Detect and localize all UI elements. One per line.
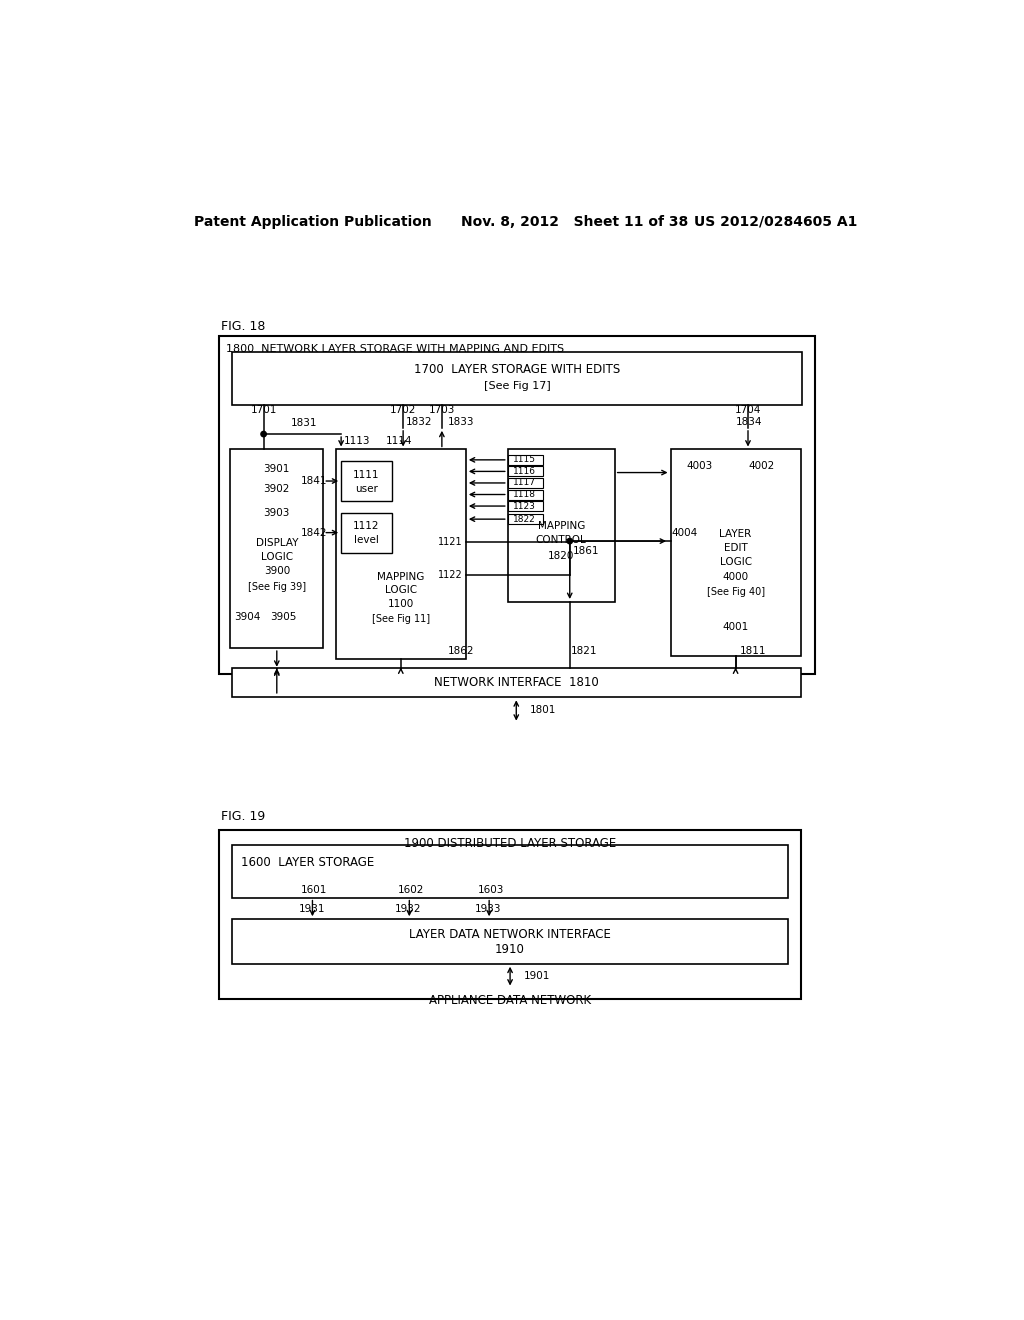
Text: APPLIANCE DATA NETWORK: APPLIANCE DATA NETWORK [429, 994, 591, 1007]
Circle shape [567, 539, 572, 544]
Text: 1602: 1602 [397, 884, 424, 895]
Text: 1116: 1116 [513, 467, 537, 477]
Circle shape [261, 432, 266, 437]
Text: 3905: 3905 [269, 612, 296, 622]
Bar [231, 919, 788, 964]
Text: 1603: 1603 [477, 884, 504, 895]
Text: 1704: 1704 [735, 405, 761, 416]
Text: [See Fig 39]: [See Fig 39] [248, 582, 306, 591]
Bar [219, 335, 815, 675]
Text: 1123: 1123 [513, 502, 537, 511]
Text: MAPPING: MAPPING [538, 521, 585, 532]
Text: 1841: 1841 [301, 477, 328, 486]
Text: EDIT: EDIT [724, 543, 748, 553]
Text: 1842: 1842 [301, 528, 328, 537]
Text: 1111: 1111 [353, 470, 380, 480]
Text: 1118: 1118 [513, 490, 537, 499]
Text: 3901: 3901 [263, 463, 290, 474]
Bar [508, 478, 543, 488]
Bar [508, 466, 543, 477]
Text: LOGIC: LOGIC [720, 557, 752, 566]
Text: 1115: 1115 [513, 455, 537, 465]
Text: 1834: 1834 [735, 417, 762, 426]
Bar [341, 461, 391, 502]
Text: Patent Application Publication: Patent Application Publication [194, 215, 432, 228]
Text: 1117: 1117 [513, 478, 537, 487]
Text: 1833: 1833 [449, 417, 474, 426]
Text: 1932: 1932 [395, 904, 422, 915]
Text: level: level [354, 536, 379, 545]
Text: 4003: 4003 [687, 462, 713, 471]
Text: FIG. 19: FIG. 19 [221, 810, 265, 824]
Text: 1931: 1931 [298, 904, 325, 915]
Text: 1800  NETWORK LAYER STORAGE WITH MAPPING AND EDITS: 1800 NETWORK LAYER STORAGE WITH MAPPING … [225, 343, 564, 354]
Text: 4002: 4002 [749, 462, 775, 471]
Bar [508, 490, 543, 499]
Text: 1822: 1822 [513, 515, 537, 524]
Text: 1113: 1113 [344, 436, 371, 446]
Bar [336, 450, 466, 659]
Text: LAYER: LAYER [720, 529, 752, 539]
Bar [508, 502, 543, 511]
Bar [230, 450, 324, 648]
Text: 4004: 4004 [672, 528, 697, 537]
Text: [See Fig 40]: [See Fig 40] [707, 587, 765, 597]
Text: 1601: 1601 [301, 884, 328, 895]
Text: 1122: 1122 [438, 570, 463, 579]
Bar [231, 668, 801, 697]
Text: FIG. 18: FIG. 18 [221, 319, 265, 333]
Text: 1112: 1112 [353, 521, 380, 532]
Text: 1121: 1121 [438, 537, 463, 546]
Text: LOGIC: LOGIC [385, 585, 417, 595]
Bar [231, 352, 802, 405]
Bar [671, 450, 801, 656]
Text: LAYER DATA NETWORK INTERFACE: LAYER DATA NETWORK INTERFACE [410, 928, 611, 941]
Text: 1910: 1910 [496, 944, 525, 957]
Text: 1832: 1832 [406, 417, 432, 426]
Bar [508, 449, 614, 602]
Text: LOGIC: LOGIC [261, 552, 293, 562]
Text: 1600  LAYER STORAGE: 1600 LAYER STORAGE [241, 855, 375, 869]
Text: 4000: 4000 [723, 573, 749, 582]
Text: 1811: 1811 [739, 647, 766, 656]
Bar [219, 830, 801, 999]
Text: US 2012/0284605 A1: US 2012/0284605 A1 [693, 215, 857, 228]
Text: 1703: 1703 [429, 405, 455, 416]
Text: 1100: 1100 [388, 599, 414, 610]
Text: user: user [355, 483, 378, 494]
Text: DISPLAY: DISPLAY [256, 539, 298, 548]
Text: 1900 DISTRIBUTED LAYER STORAGE: 1900 DISTRIBUTED LAYER STORAGE [403, 837, 616, 850]
Bar [341, 512, 391, 553]
Text: [See Fig 17]: [See Fig 17] [483, 381, 551, 391]
Text: 4001: 4001 [723, 622, 749, 631]
Text: MAPPING: MAPPING [377, 572, 425, 582]
Text: [See Fig 11]: [See Fig 11] [372, 614, 430, 624]
Text: 1901: 1901 [524, 972, 551, 981]
Text: 1821: 1821 [571, 647, 598, 656]
Text: 3900: 3900 [263, 566, 290, 576]
Text: 1700  LAYER STORAGE WITH EDITS: 1700 LAYER STORAGE WITH EDITS [414, 363, 621, 376]
Text: 1114: 1114 [386, 436, 413, 446]
Text: 1861: 1861 [572, 546, 599, 556]
Text: 3904: 3904 [234, 612, 260, 622]
Text: Nov. 8, 2012   Sheet 11 of 38: Nov. 8, 2012 Sheet 11 of 38 [461, 215, 688, 228]
Bar [508, 455, 543, 465]
Bar [231, 845, 788, 898]
Text: 3903: 3903 [263, 508, 290, 517]
Bar [508, 515, 543, 524]
Text: 1933: 1933 [475, 904, 502, 915]
Text: NETWORK INTERFACE  1810: NETWORK INTERFACE 1810 [434, 676, 599, 689]
Text: 1701: 1701 [251, 405, 276, 416]
Text: 3902: 3902 [263, 484, 290, 495]
Text: 1831: 1831 [291, 418, 317, 428]
Text: 1801: 1801 [530, 705, 557, 715]
Text: CONTROL: CONTROL [536, 536, 587, 545]
Text: 1862: 1862 [449, 647, 474, 656]
Text: 1702: 1702 [390, 405, 417, 416]
Text: 1820: 1820 [548, 550, 574, 561]
